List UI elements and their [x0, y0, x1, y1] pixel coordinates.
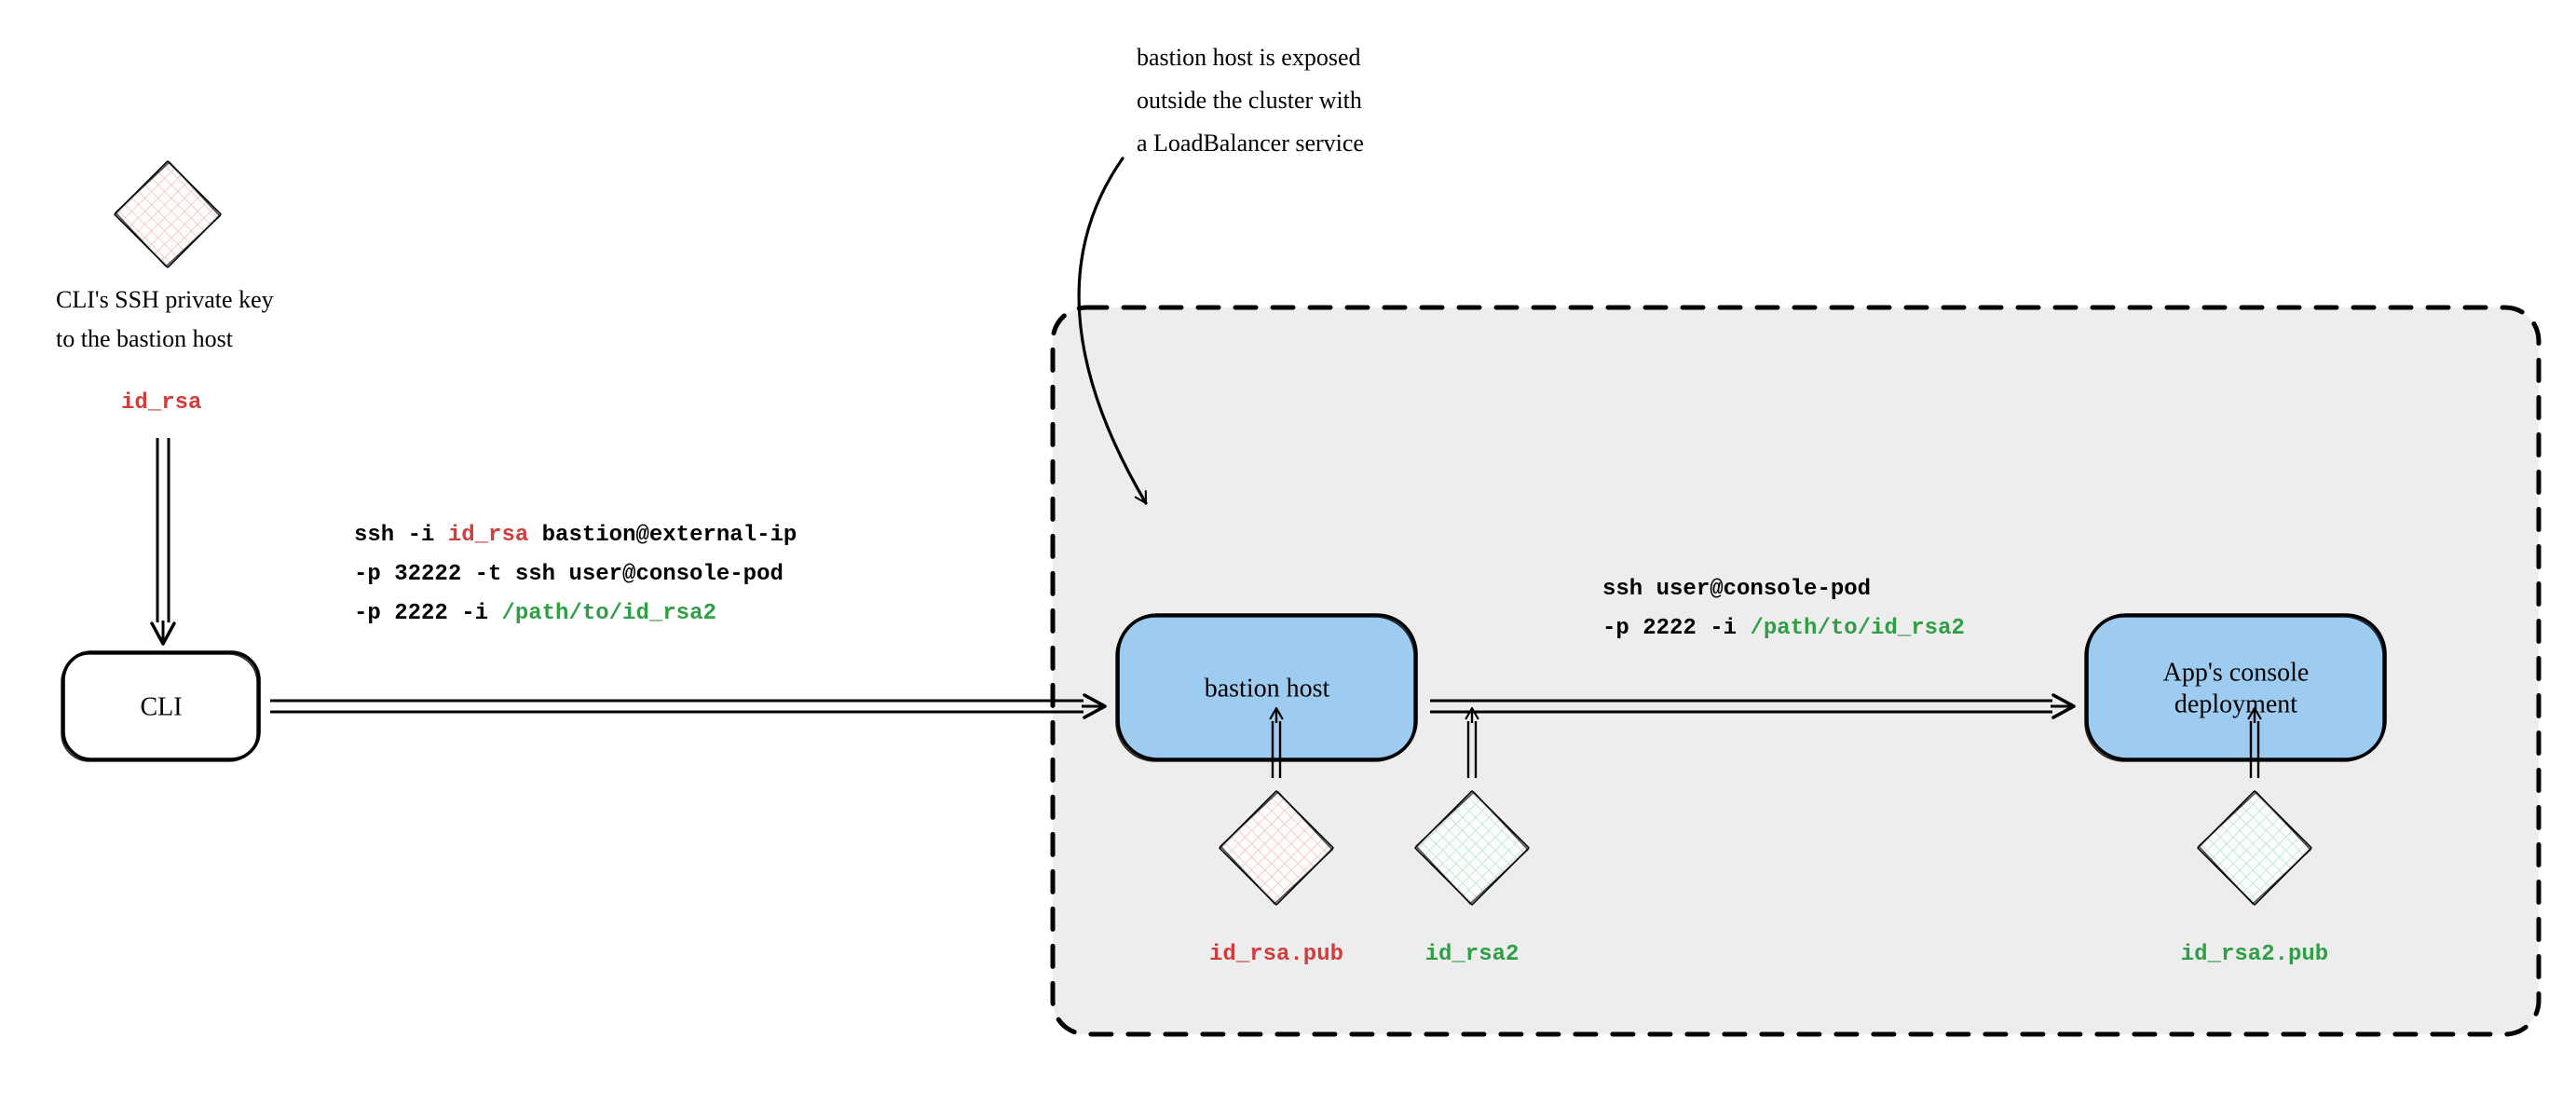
svg-text:-p 32222 -t ssh user@console-p: -p 32222 -t ssh user@console-pod	[354, 562, 784, 587]
svg-text:id_rsa2.pub: id_rsa2.pub	[2181, 942, 2328, 967]
svg-text:id_rsa.pub: id_rsa.pub	[1209, 942, 1343, 967]
ssh-command-1: ssh -i id_rsa bastion@external-ip -p 3222…	[354, 523, 797, 626]
svg-text:deployment: deployment	[2174, 690, 2297, 719]
svg-text:id_rsa: id_rsa	[121, 390, 201, 416]
arrow-cli-to-bastion	[270, 701, 1104, 712]
svg-text:bastion host is exposed: bastion host is exposed	[1137, 44, 1361, 71]
svg-text:ssh user@console-pod: ssh user@console-pod	[1602, 577, 1871, 602]
diamond-cli-private-key	[116, 162, 220, 266]
svg-text:-p 2222 -i /path/to/id_rsa2: -p 2222 -i /path/to/id_rsa2	[1602, 616, 1965, 641]
node-cli: CLI	[61, 652, 259, 761]
svg-text:to the bastion host: to the bastion host	[56, 325, 234, 352]
node-console-deployment: App's consoledeployment	[2085, 615, 2385, 761]
cli-key-note: CLI's SSH private key to the bastion host…	[56, 286, 274, 416]
svg-text:CLI's SSH private key: CLI's SSH private key	[56, 286, 274, 313]
svg-text:outside the cluster with: outside the cluster with	[1137, 87, 1362, 114]
svg-text:id_rsa2: id_rsa2	[1425, 942, 1520, 967]
arrow-key-to-cli	[157, 438, 169, 643]
svg-text:-p 2222 -i /path/to/id_rsa2: -p 2222 -i /path/to/id_rsa2	[354, 601, 716, 626]
svg-text:bastion host: bastion host	[1205, 675, 1330, 703]
svg-text:ssh -i id_rsa bastion@external: ssh -i id_rsa bastion@external-ip	[354, 523, 797, 548]
svg-text:a LoadBalancer service: a LoadBalancer service	[1137, 130, 1364, 157]
svg-text:CLI: CLI	[140, 693, 182, 722]
svg-text:App's console: App's console	[2163, 659, 2310, 688]
node-bastion-host: bastion host	[1116, 615, 1416, 761]
